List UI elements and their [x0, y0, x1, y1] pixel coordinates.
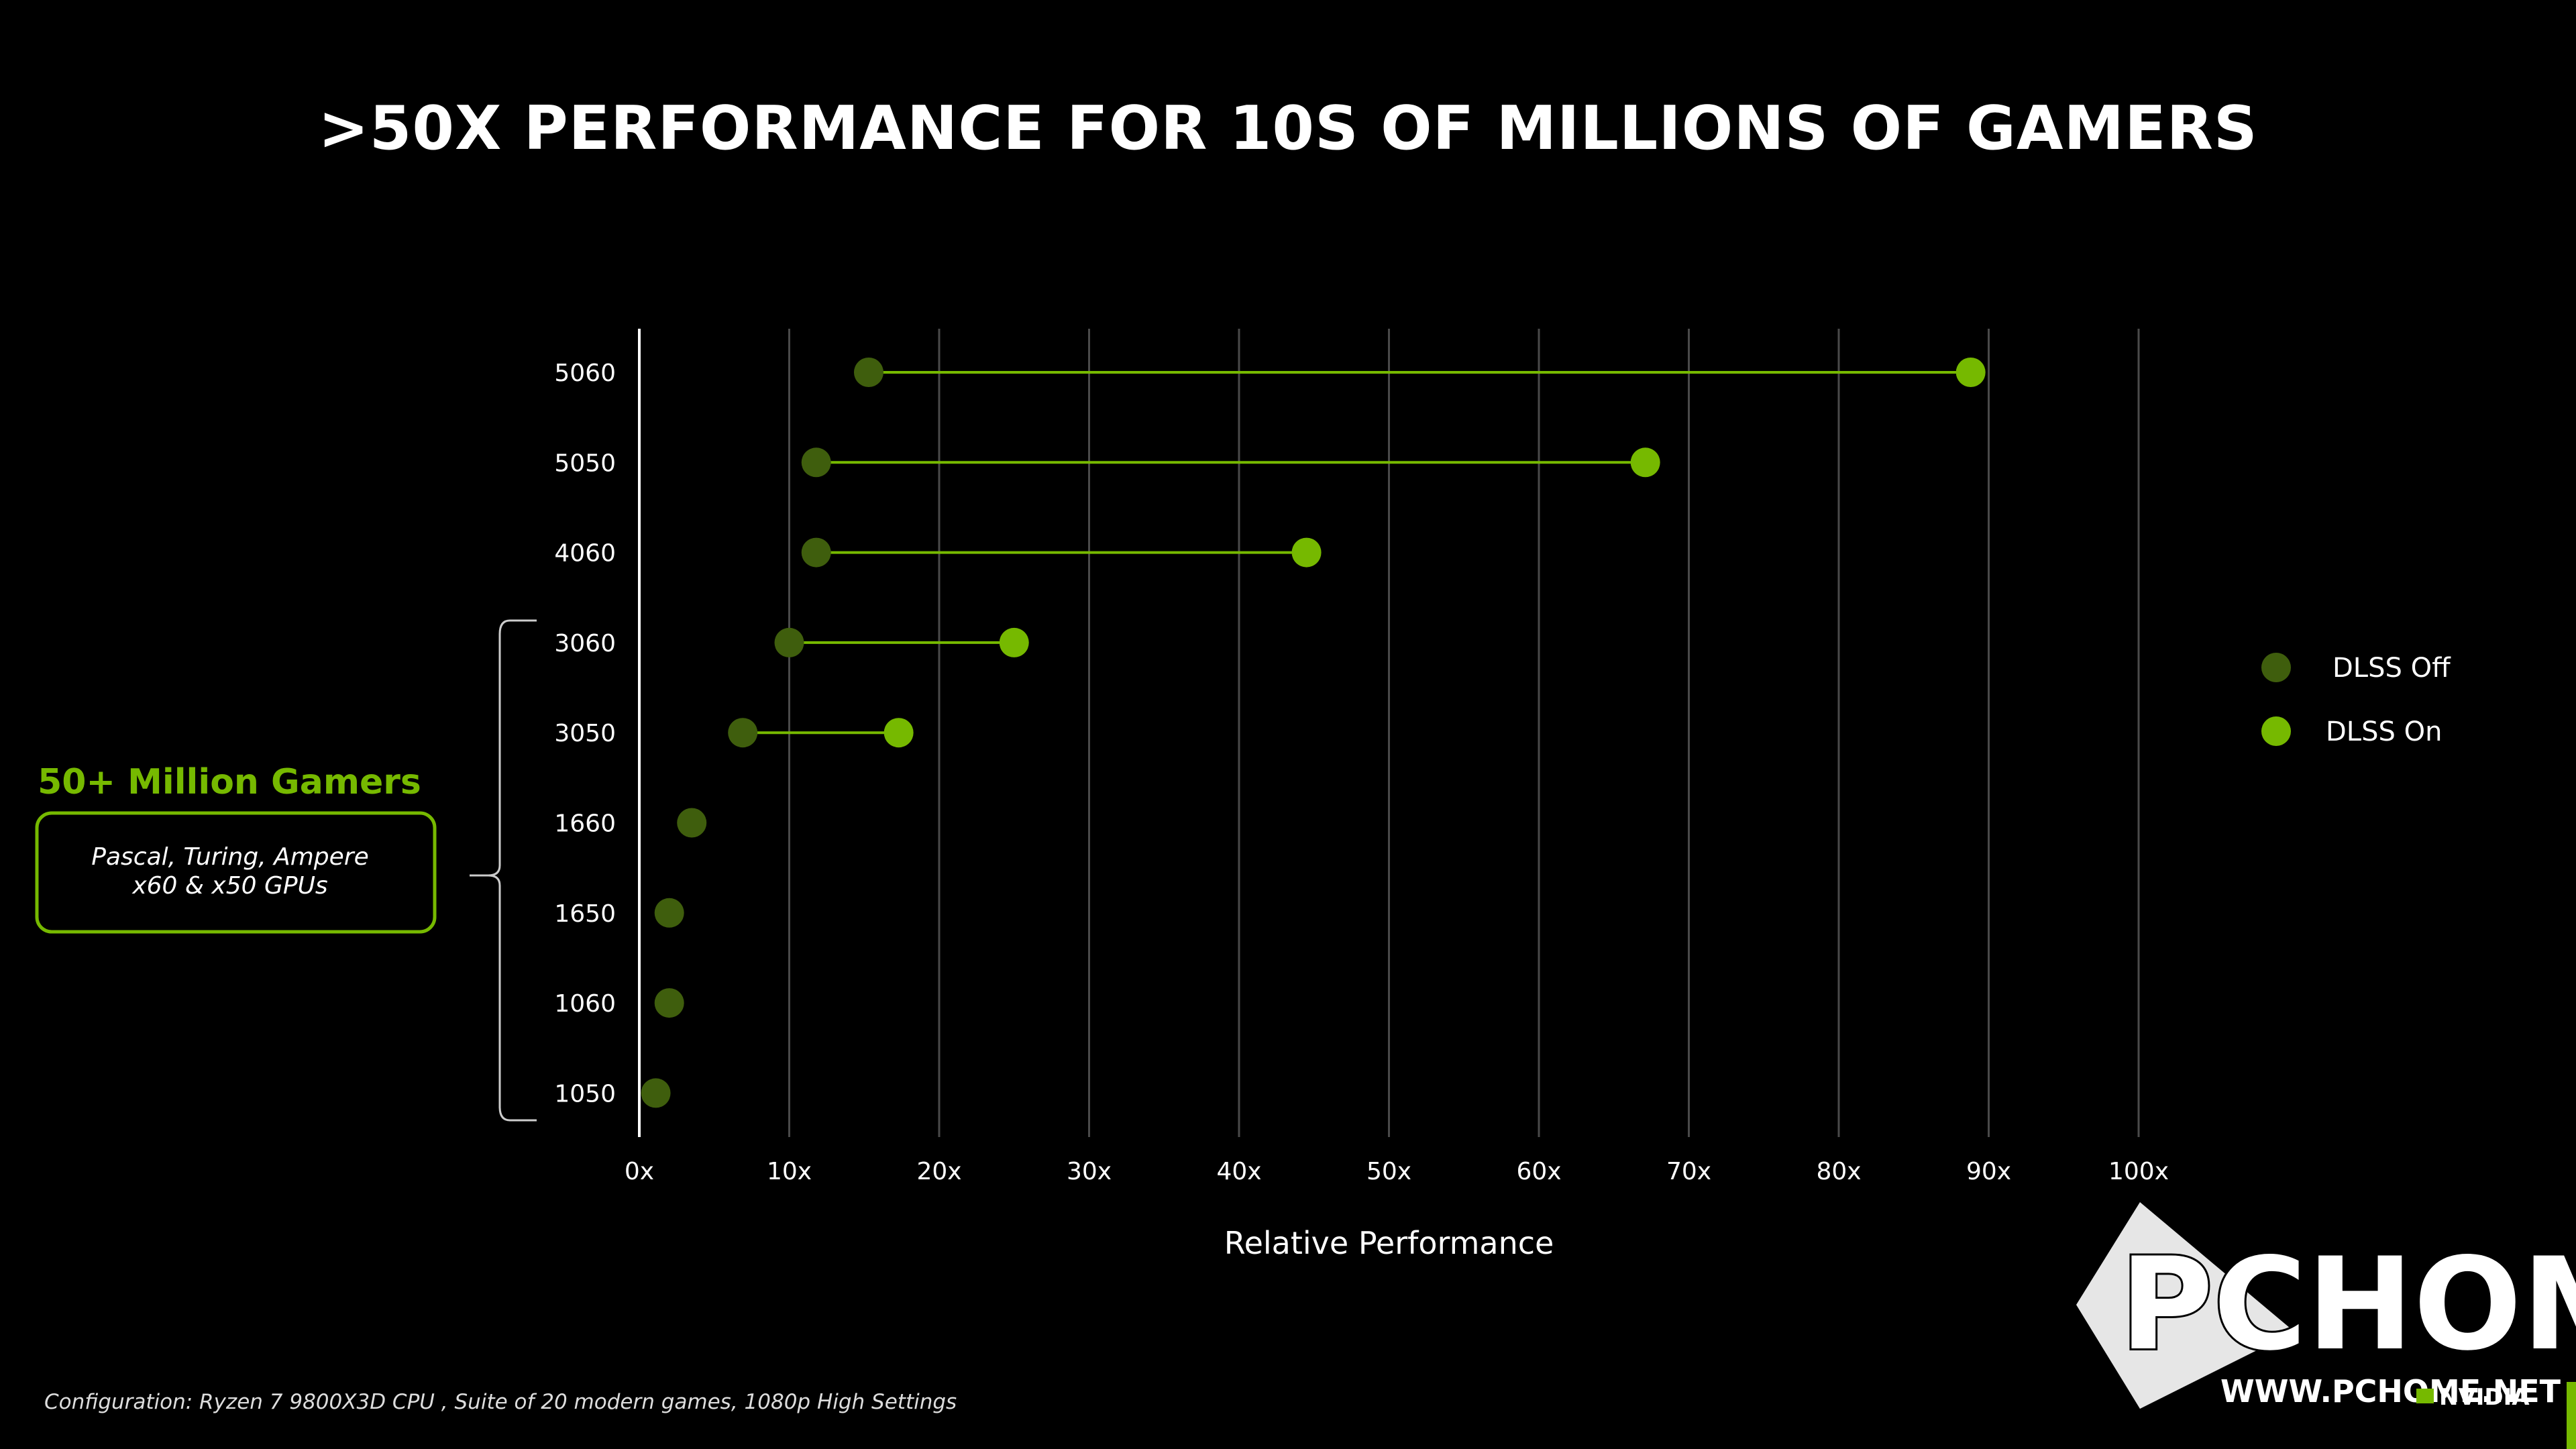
- x-tick-label: 20x: [916, 1158, 961, 1185]
- dlss-off-point: [677, 808, 707, 838]
- dlss-on-point: [1630, 447, 1660, 478]
- x-tick-label: 10x: [767, 1158, 812, 1185]
- dlss-off-point: [774, 627, 804, 657]
- dlss-off-point: [654, 988, 684, 1018]
- y-tick-label: 3060: [554, 630, 616, 657]
- callout-line-1: Pascal, Turing, Ampere: [91, 843, 368, 871]
- legend-label: DLSS Off: [2332, 653, 2451, 684]
- configuration-footnote: Configuration: Ryzen 7 9800X3D CPU , Sui…: [44, 1390, 957, 1414]
- watermark-url: WWW.PCHOME.NET: [2220, 1373, 2561, 1409]
- dlss-on-point: [1291, 537, 1322, 568]
- dlss-off-point: [728, 718, 758, 748]
- x-axis-label: Relative Performance: [1224, 1225, 1554, 1261]
- y-tick-label: 5050: [554, 449, 616, 477]
- y-tick-label: 3050: [554, 720, 616, 747]
- brand-text: NVIDIA: [2439, 1384, 2530, 1411]
- dlss-off-point: [801, 537, 831, 568]
- watermark-diamond: [2076, 1202, 2294, 1409]
- y-tick-label: 1050: [554, 1080, 616, 1108]
- dlss-on-point: [883, 718, 914, 748]
- dlss-off-point: [641, 1078, 671, 1108]
- dlss-off-point: [853, 358, 883, 387]
- x-tick-label: 30x: [1067, 1158, 1112, 1185]
- x-tick-label: 50x: [1366, 1158, 1411, 1185]
- y-tick-label: 4060: [554, 540, 616, 568]
- legend-label: DLSS On: [2326, 716, 2442, 747]
- legend-swatch: [2261, 716, 2291, 746]
- y-tick-label: 5060: [554, 360, 616, 387]
- x-tick-label: 70x: [1666, 1158, 1711, 1185]
- x-tick-label: 100x: [2108, 1158, 2169, 1185]
- callout-heading: 50+ Million Gamers: [38, 762, 421, 802]
- watermark: PCHOME WWW.PCHOME.NET: [2076, 1202, 2576, 1409]
- performance-chart: 0x 10x 20x 30x 40x 50x 60x 70x 80x 90x 100x Relativ…: [554, 329, 2451, 1261]
- x-tick-label: 40x: [1216, 1158, 1261, 1185]
- nvidia-eye-icon: [2416, 1389, 2434, 1403]
- legend-swatch: [2261, 653, 2291, 682]
- x-tick-label: 80x: [1816, 1158, 1861, 1185]
- dlss-on-point: [1955, 358, 1986, 387]
- y-tick-label: 1650: [554, 900, 616, 928]
- y-tick-label: 1060: [554, 990, 616, 1018]
- callout-group: 50+ Million Gamers Pascal, Turing, Amper…: [35, 619, 537, 1122]
- callout-line-2: x60 & x50 GPUs: [131, 872, 327, 900]
- corner-accent: [2567, 1382, 2576, 1449]
- dlss-off-point: [654, 898, 684, 928]
- x-tick-label: 0x: [625, 1158, 654, 1185]
- dlss-off-point: [801, 447, 831, 478]
- x-tick-label: 60x: [1516, 1158, 1561, 1185]
- y-tick-label: 1660: [554, 810, 616, 838]
- bracket: [470, 619, 537, 1122]
- x-tick-label: 90x: [1966, 1158, 2011, 1185]
- watermark-logo-text: PCHOME: [2120, 1230, 2576, 1379]
- dlss-on-point: [999, 627, 1029, 657]
- slide-title: >50X PERFORMANCE FOR 10S OF MILLIONS OF …: [318, 93, 2257, 164]
- callout-box: [35, 811, 437, 934]
- nvidia-logo: NVIDIA: [2416, 1382, 2576, 1449]
